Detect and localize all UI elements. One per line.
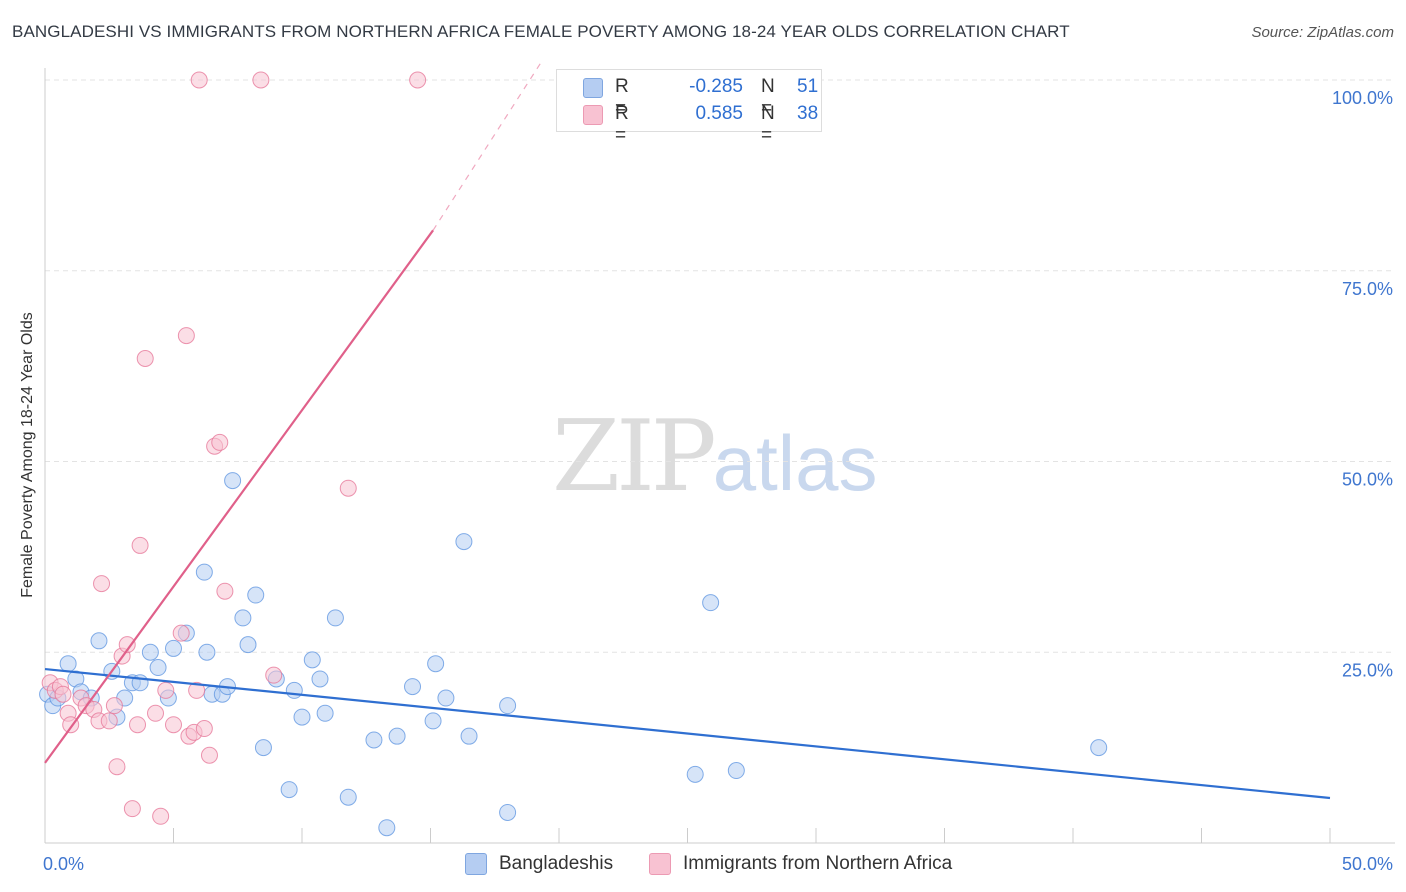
axes xyxy=(44,68,1395,844)
bangladeshi-point xyxy=(90,632,108,650)
immigrant-point xyxy=(188,681,206,699)
y-tick-label: 50.0% xyxy=(1342,470,1393,490)
bangladeshi-point xyxy=(303,651,321,669)
bottom-legend-label: Immigrants from Northern Africa xyxy=(683,853,953,874)
immigrant-point xyxy=(409,71,427,89)
y-axis-title: Female Poverty Among 18-24 Year Olds xyxy=(19,312,36,598)
bangladeshi-point xyxy=(437,689,455,707)
legend-n-value: 38 xyxy=(797,103,819,124)
bangladeshi-point xyxy=(239,636,257,654)
immigrant-point xyxy=(252,71,270,89)
y-tick-label: 25.0% xyxy=(1342,660,1393,680)
bangladeshi-point xyxy=(427,655,445,673)
bangladeshi-point xyxy=(285,681,303,699)
immigrant-point xyxy=(216,582,234,600)
bangladeshi-point xyxy=(424,712,442,730)
immigrant-point xyxy=(190,71,208,89)
immigrant-point xyxy=(136,349,154,367)
bangladeshi-point xyxy=(365,731,383,749)
bangladeshi-point xyxy=(499,803,517,821)
watermark: ZIPatlas xyxy=(552,400,878,514)
legend-swatch-pink xyxy=(583,105,603,125)
immigrant-point xyxy=(172,624,190,642)
bangladeshi-point xyxy=(234,609,252,627)
immigrant-trend-line xyxy=(44,229,434,764)
bangladeshi-point xyxy=(141,643,159,661)
bangladeshi-point xyxy=(224,472,242,490)
immigrant-point xyxy=(200,746,218,764)
immigrant-point xyxy=(339,479,357,497)
legend-swatch-blue xyxy=(583,78,603,98)
bottom-legend-swatch-pink xyxy=(649,853,671,875)
immigrant-point xyxy=(129,716,147,734)
bangladeshi-point xyxy=(727,762,745,780)
immigrant-point xyxy=(100,712,118,730)
legend-r-label: R = xyxy=(615,103,629,146)
y-tick-label: 75.0% xyxy=(1342,279,1393,299)
correlation-legend: R = -0.285 N = 51 R = 0.585 N = 38 xyxy=(556,69,822,146)
chart-title: BANGLADESHI VS IMMIGRANTS FROM NORTHERN … xyxy=(12,22,1070,41)
bangladeshi-point xyxy=(339,788,357,806)
bangladeshi-point xyxy=(686,765,704,783)
bangladeshi-point xyxy=(165,639,182,657)
immigrant-point xyxy=(177,327,195,345)
bangladeshi-point xyxy=(388,727,406,745)
legend-n-value: 51 xyxy=(797,76,819,97)
tick-labels: 25.0% 50.0% 75.0% 100.0% 0.0% 50.0% xyxy=(43,88,1393,874)
bangladeshi-point xyxy=(404,678,422,696)
bottom-legend-swatch-blue xyxy=(465,853,487,875)
bangladeshi-point xyxy=(254,739,272,757)
y-tick-label: 100.0% xyxy=(1332,88,1393,108)
x-tick-label: 50.0% xyxy=(1342,854,1393,874)
immigrant-point xyxy=(265,666,283,684)
immigrant-point xyxy=(195,720,213,738)
bangladeshi-point xyxy=(316,704,334,722)
bangladeshi-trend-line xyxy=(44,667,1331,800)
immigrant-point xyxy=(211,433,229,451)
source-credit: Source: ZipAtlas.com xyxy=(1251,24,1394,41)
bangladeshi-point xyxy=(59,655,77,673)
bangladeshi-point xyxy=(280,781,298,799)
legend-r-value: 0.585 xyxy=(695,103,743,124)
immigrant-point xyxy=(147,704,165,722)
immigrant-point xyxy=(123,800,141,818)
immigrant-point xyxy=(152,807,170,825)
legend-n-label: N = xyxy=(761,76,775,119)
immigrant-point xyxy=(54,685,72,703)
legend-r-value: -0.285 xyxy=(689,76,743,97)
trend-lines xyxy=(44,59,1331,800)
immigrant-point xyxy=(165,716,182,734)
immigrant-trend-extension xyxy=(432,59,544,231)
immigrant-point xyxy=(93,575,111,593)
bangladeshi-point xyxy=(293,708,311,726)
bangladeshi-point xyxy=(455,533,473,551)
bangladeshi-point xyxy=(311,670,329,688)
watermark-atlas: atlas xyxy=(712,419,878,507)
bangladeshi-point xyxy=(460,727,478,745)
bangladeshi-point xyxy=(1090,739,1108,757)
bangladeshi-point xyxy=(198,643,216,661)
bangladeshi-point xyxy=(149,659,167,677)
x-tick-label: 0.0% xyxy=(43,854,84,874)
bangladeshi-point xyxy=(247,586,265,604)
bangladeshi-point xyxy=(195,563,213,581)
immigrant-point xyxy=(118,636,136,654)
watermark-zip: ZIP xyxy=(552,400,717,514)
bangladeshi-point xyxy=(702,594,720,612)
immigrant-point xyxy=(157,681,175,699)
bangladeshi-point xyxy=(378,819,396,837)
bangladeshi-point xyxy=(499,697,517,715)
immigrant-point xyxy=(105,697,123,715)
legend-n-label: N = xyxy=(761,103,775,146)
legend-r-label: R = xyxy=(615,76,629,119)
gridlines xyxy=(45,79,1395,653)
immigrant-point xyxy=(108,758,126,776)
bottom-legend-label: Bangladeshis xyxy=(499,853,614,874)
immigrant-point xyxy=(131,536,149,554)
bangladeshi-point xyxy=(326,609,344,627)
